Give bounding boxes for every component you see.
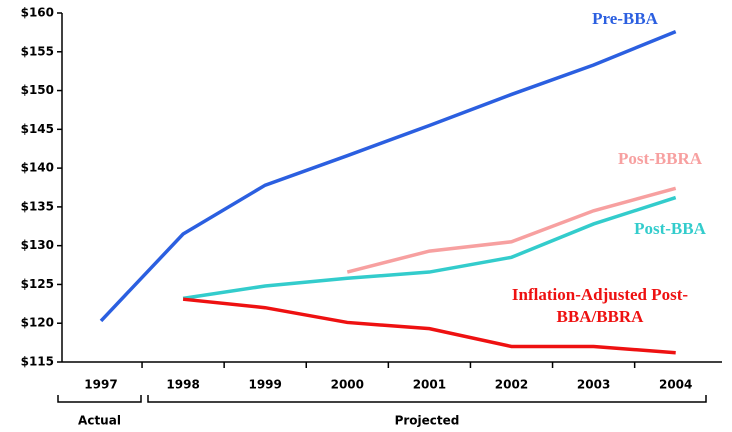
x-tick-label: 2001 [413,378,446,392]
y-tick-label: $140 [21,161,54,175]
y-tick-label: $160 [21,6,54,20]
y-tick-label: $155 [21,44,54,58]
series-line [346,186,677,274]
group-label: Projected [395,414,460,428]
x-tick-label: 2004 [659,378,692,392]
group-bracket [57,395,142,403]
series-label: Pre-BBA [592,9,658,28]
y-tick-label: $120 [21,316,54,330]
x-tick-label: 1997 [84,378,117,392]
series-line [99,29,677,323]
y-tick-label: $135 [21,199,54,213]
y-tick-label: $150 [21,83,54,97]
y-tick-label: $130 [21,238,54,252]
x-tick-label: 2003 [577,378,610,392]
group-bracket [147,395,707,403]
series-line [182,297,676,355]
y-tick-label: $115 [21,355,54,369]
y-tick-label: $145 [21,122,54,136]
x-tick-label: 1998 [166,378,199,392]
y-tick-label: $125 [21,277,54,291]
x-tick-label: 2000 [331,378,364,392]
x-tick-label: 1999 [248,378,281,392]
series-label: Inflation-Adjusted Post-BBA/BBRA [511,285,689,326]
series-line [182,195,677,301]
x-tick-label: 2002 [495,378,528,392]
group-label: Actual [78,414,121,428]
series-label: Post-BBA [634,219,706,238]
series-label: Post-BBRA [617,149,703,168]
